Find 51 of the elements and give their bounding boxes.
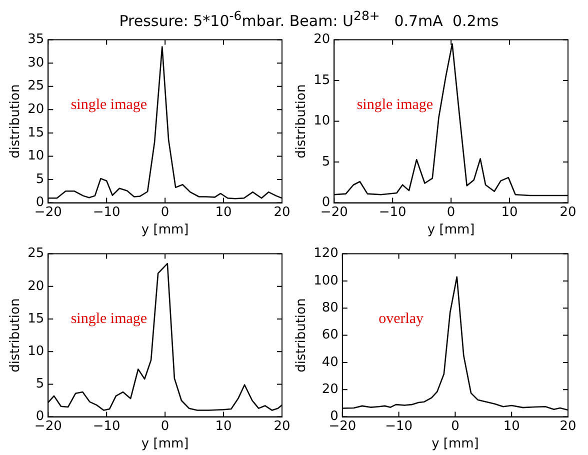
annotation: single image [70,310,148,327]
y-tick-label: 25 [28,78,44,94]
x-tick-label: 20 [560,204,576,220]
x-tick-label: −10 [92,204,120,220]
y-tick-label: 120 [314,246,338,262]
chart-title: Pressure: 5*10$^{-6}$mbar. Beam: U$^{28+}$ 0.7mA 0.2ms [118,8,500,30]
x-tick-label: −10 [378,204,406,220]
y-tick-label: 15 [28,311,44,326]
y-tick-label: 15 [314,72,330,88]
x-tick-label: 20 [274,418,290,434]
y-tick-label: 80 [322,300,338,316]
x-tick-label: 10 [215,204,232,220]
y-axis-title: distribution [8,84,24,158]
y-tick-label: 25 [28,246,44,262]
y-axis-title: distribution [294,298,310,372]
y-tick-label: 15 [28,125,44,140]
x-tick-label: 20 [274,204,290,220]
x-tick-label: −10 [92,418,120,434]
y-tick-label: 100 [314,273,338,288]
x-axis-title: y [mm] [432,436,479,452]
annotation: single image [356,96,434,113]
x-tick-label: 0 [160,204,170,220]
y-tick-label: 5 [36,376,44,392]
x-tick-label: 0 [160,418,170,434]
x-tick-label: 10 [503,418,520,434]
y-axis-title: distribution [294,84,310,158]
x-tick-label: 0 [451,418,460,434]
y-tick-label: 60 [322,328,338,343]
x-tick-label: −10 [385,418,413,434]
y-tick-label: 20 [28,102,44,118]
y-tick-label: 5 [36,172,44,187]
x-tick-label: 10 [215,418,232,434]
y-tick-label: 40 [322,354,338,370]
y-tick-label: 30 [28,55,44,70]
y-tick-label: 5 [322,154,330,170]
x-tick-label: 10 [501,204,518,220]
x-axis-title: y [mm] [427,222,475,238]
x-axis-title: y [mm] [141,222,189,238]
x-tick-label: 0 [446,204,456,220]
y-axis-title: distribution [8,298,24,372]
y-tick-label: 20 [322,382,338,398]
annotation: overlay [378,310,424,327]
y-tick-label: 10 [28,344,44,359]
x-tick-label: 20 [560,418,576,434]
y-tick-label: 10 [314,114,330,129]
y-tick-label: 20 [28,278,44,294]
y-tick-label: 10 [28,148,44,164]
y-tick-label: 20 [314,32,330,48]
annotation: single image [70,96,148,113]
x-axis-title: y [mm] [141,436,189,452]
y-tick-label: 35 [28,32,44,48]
